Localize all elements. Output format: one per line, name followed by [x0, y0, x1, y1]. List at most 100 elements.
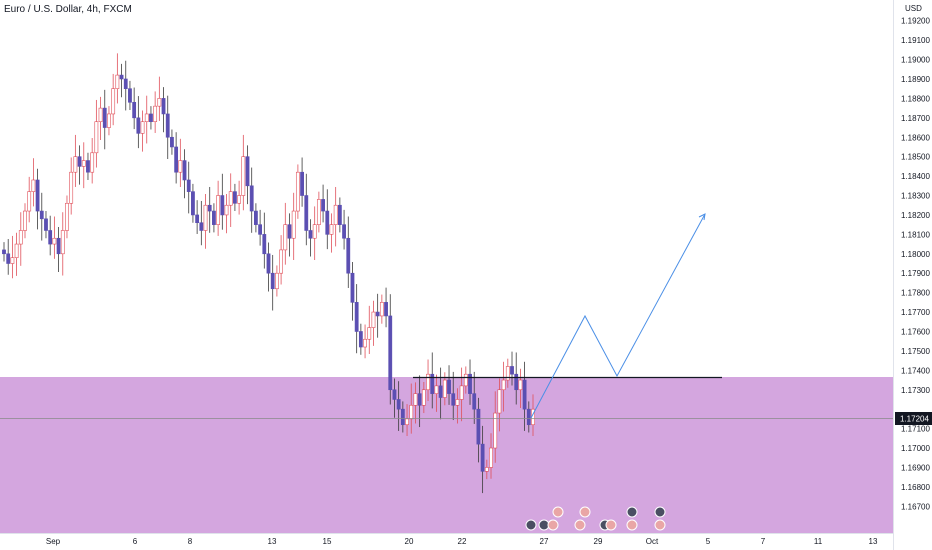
time-tick-label: Sep — [46, 537, 61, 546]
us-flag-event-icon[interactable] — [626, 519, 638, 531]
candle-up — [312, 224, 317, 239]
candle-up — [178, 160, 183, 173]
candle-down — [321, 199, 325, 212]
candle-up — [291, 210, 296, 239]
price-tick-label: 1.16800 — [901, 483, 930, 492]
candle-up — [329, 224, 334, 235]
candle-up — [295, 171, 300, 212]
candle-up — [18, 230, 23, 245]
time-tick-label: 5 — [706, 537, 711, 546]
time-axis[interactable]: Sep 6 8 13 15 20 22 27 29 Oct 5 7 11 13 — [46, 537, 878, 546]
candle-down — [308, 230, 313, 239]
candle-up — [69, 171, 74, 204]
time-tick-label: Oct — [646, 537, 659, 546]
candle-up — [14, 243, 19, 258]
candle-up — [279, 249, 283, 274]
candle-up — [237, 195, 242, 204]
price-tick-label: 1.17100 — [901, 425, 930, 434]
price-tick-label: 1.17500 — [901, 347, 930, 356]
candle-down — [354, 302, 359, 332]
economic-events-layer — [525, 506, 666, 531]
price-tick-label: 1.18200 — [901, 211, 930, 220]
candle-down — [35, 179, 40, 212]
price-tick-label: 1.18900 — [901, 75, 930, 84]
us-flag-event-icon[interactable] — [552, 506, 564, 518]
event-icon[interactable] — [626, 506, 638, 518]
candle-down — [526, 408, 531, 426]
candle-up — [434, 385, 439, 394]
candle-down — [388, 315, 393, 391]
price-tick-label: 1.18000 — [901, 250, 930, 259]
candle-up — [333, 204, 338, 225]
us-flag-event-icon[interactable] — [654, 519, 666, 531]
candle-up — [73, 156, 78, 173]
candle-down — [472, 393, 477, 410]
candle-up — [27, 191, 32, 212]
candle-up — [426, 373, 430, 391]
candle-up — [274, 272, 279, 290]
demand-zone — [0, 377, 893, 533]
candle-up — [31, 179, 36, 192]
time-tick-label: 13 — [869, 537, 878, 546]
current-price-badge — [895, 412, 932, 425]
candle-up — [81, 160, 86, 167]
candle-up — [107, 113, 111, 128]
price-tick-label: 1.19100 — [901, 36, 930, 45]
candles-layer — [2, 53, 535, 494]
event-icon[interactable] — [525, 519, 537, 531]
candle-up — [90, 152, 95, 173]
price-axis[interactable]: 1.19200 1.19100 1.19000 1.18900 1.18800 1.187… — [901, 17, 930, 512]
candle-up — [283, 224, 288, 251]
candle-down — [510, 366, 514, 375]
candle-up — [140, 121, 145, 134]
time-tick-label: 27 — [540, 537, 549, 546]
candle-down — [182, 160, 187, 181]
candle-up — [371, 311, 376, 328]
candle-down — [77, 156, 82, 167]
candle-down — [258, 224, 263, 235]
candle-down — [233, 191, 237, 204]
us-flag-event-icon[interactable] — [579, 506, 591, 518]
candle-up — [203, 204, 208, 231]
candle-up — [493, 412, 498, 449]
candle-up — [52, 237, 57, 245]
price-tick-label: 1.18600 — [901, 133, 930, 142]
candle-down — [48, 230, 53, 245]
price-tick-label: 1.18500 — [901, 153, 930, 162]
us-flag-event-icon[interactable] — [574, 519, 586, 531]
candle-up — [421, 389, 426, 406]
candle-down — [438, 385, 443, 398]
candle-down — [191, 191, 195, 216]
candle-down — [400, 408, 405, 426]
candle-up — [501, 379, 506, 391]
candle-down — [358, 331, 363, 348]
us-flag-event-icon[interactable] — [605, 519, 617, 531]
candle-down — [342, 224, 346, 239]
us-flag-event-icon[interactable] — [547, 519, 559, 531]
candle-down — [337, 204, 342, 225]
candle-down — [447, 379, 451, 394]
time-tick-label: 8 — [188, 537, 193, 546]
candle-down — [161, 98, 166, 115]
candle-down — [417, 393, 422, 406]
candle-up — [23, 210, 27, 231]
price-tick-label: 1.19200 — [901, 17, 930, 26]
time-tick-label: 29 — [594, 537, 603, 546]
price-tick-label: 1.18100 — [901, 230, 930, 239]
candle-down — [384, 302, 388, 317]
candle-down — [430, 373, 435, 394]
candle-down — [39, 210, 44, 220]
price-tick-label: 1.17900 — [901, 269, 930, 278]
price-tick-label: 1.16700 — [901, 502, 930, 511]
price-tick-label: 1.18700 — [901, 114, 930, 123]
price-tick-label: 1.17000 — [901, 444, 930, 453]
candle-down — [2, 249, 6, 255]
time-tick-label: 20 — [405, 537, 414, 546]
candle-down — [102, 107, 107, 128]
candle-down — [270, 272, 275, 290]
price-tick-label: 1.18300 — [901, 192, 930, 201]
event-icon[interactable] — [654, 506, 666, 518]
candle-down — [304, 195, 309, 231]
candle-down — [451, 393, 456, 406]
